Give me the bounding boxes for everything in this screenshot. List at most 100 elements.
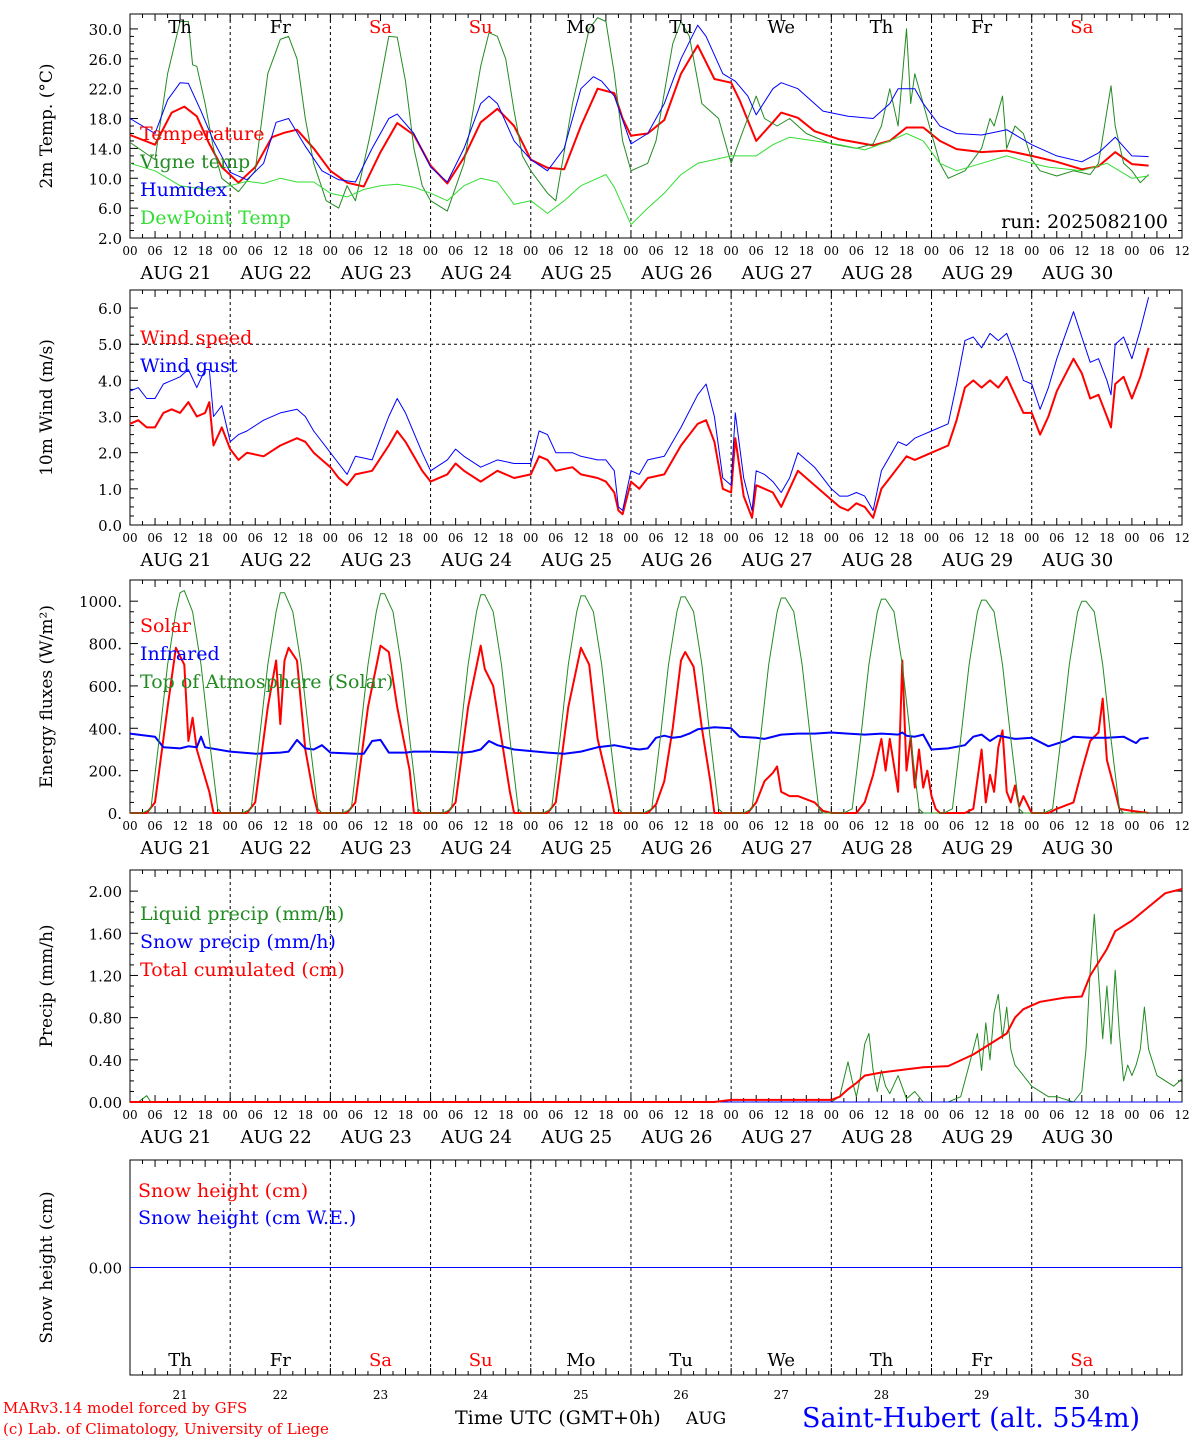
date-label: AUG 23 <box>340 838 412 859</box>
run-annotation: run: 2025082100 <box>1001 211 1168 233</box>
series-line-liquid-precip-mm-h- <box>130 913 1183 1103</box>
hour-tick-label: 06 <box>849 1108 864 1122</box>
y-tick-label: 0.0 <box>98 517 122 535</box>
hour-tick-label: 06 <box>548 531 563 545</box>
day-number-label: 25 <box>573 1388 588 1402</box>
hour-tick-label: 00 <box>122 531 137 545</box>
hour-tick-label: 06 <box>648 819 663 833</box>
hour-tick-label: 00 <box>122 819 137 833</box>
panel-4: 2.00 1.60 1.20 0.80 0.40 0.00 Precip (mm/h) Liq… <box>37 869 1190 1148</box>
date-label: AUG 25 <box>540 263 612 284</box>
hour-tick-label: 12 <box>373 1108 388 1122</box>
day-of-week-label: Su <box>469 17 493 38</box>
hour-tick-label: 12 <box>573 244 588 258</box>
day-of-week-label: Th <box>870 1350 894 1371</box>
hour-tick-label: 12 <box>172 244 187 258</box>
day-number-label: 22 <box>273 1388 288 1402</box>
hour-tick-label: 06 <box>1149 531 1164 545</box>
legend-entry: Wind speed <box>140 327 252 349</box>
date-label: AUG 29 <box>941 550 1013 571</box>
hour-tick-label: 12 <box>774 1108 789 1122</box>
series-line-total-cumulated-cm- <box>130 888 1183 1103</box>
y-axis-title: Snow height (cm) <box>37 1191 57 1343</box>
date-label: AUG 22 <box>240 1127 312 1148</box>
day-of-week-label: Tu <box>669 1350 693 1371</box>
hour-tick-label: 00 <box>523 531 538 545</box>
series-line-humidex <box>129 24 1149 183</box>
day-of-week-label: Tu <box>669 17 693 38</box>
day-number-label: 21 <box>172 1388 187 1402</box>
hour-tick-label: 18 <box>899 531 914 545</box>
day-number-label: 23 <box>373 1388 388 1402</box>
y-tick-label: 1.0 <box>98 481 122 499</box>
hour-tick-label: 12 <box>273 244 288 258</box>
hour-tick-label: 06 <box>448 819 463 833</box>
hour-tick-label: 18 <box>298 531 313 545</box>
hour-tick-label: 18 <box>598 1108 613 1122</box>
plot-frame <box>129 289 1183 526</box>
hour-tick-label: 00 <box>122 244 137 258</box>
hour-tick-label: 18 <box>498 244 513 258</box>
hour-tick-label: 18 <box>799 819 814 833</box>
y-axis-title: 10m Wind (m/s) <box>37 339 57 476</box>
hour-tick-label: 06 <box>849 244 864 258</box>
date-label: AUG 22 <box>240 550 312 571</box>
hour-tick-label: 12 <box>273 531 288 545</box>
hour-tick-label: 18 <box>498 1108 513 1122</box>
legend-entry: Snow height (cm W.E.) <box>138 1207 356 1229</box>
hour-tick-label: 12 <box>573 1108 588 1122</box>
hour-tick-label: 12 <box>974 1108 989 1122</box>
legend-entry: Snow precip (mm/h) <box>140 931 336 953</box>
series-line-top-of-atmosphere-solar- <box>130 590 1149 814</box>
hour-tick-label: 00 <box>824 244 839 258</box>
date-label: AUG 26 <box>640 550 712 571</box>
hour-tick-label: 00 <box>323 531 338 545</box>
hour-tick-label: 06 <box>248 1108 263 1122</box>
date-label: AUG 30 <box>1041 1127 1113 1148</box>
hour-tick-label: 06 <box>348 531 363 545</box>
hour-tick-label: 06 <box>648 531 663 545</box>
day-of-week-label: Th <box>870 17 894 38</box>
y-tick-label: 600. <box>89 678 122 696</box>
hour-tick-label: 00 <box>924 531 939 545</box>
date-label: AUG 25 <box>540 550 612 571</box>
hour-tick-label: 00 <box>1124 819 1139 833</box>
hour-tick-label: 18 <box>999 531 1014 545</box>
legend-entry: DewPoint Temp <box>140 207 291 229</box>
hour-tick-label: 06 <box>548 244 563 258</box>
hour-tick-label: 12 <box>874 531 889 545</box>
date-label: AUG 28 <box>841 263 913 284</box>
hour-tick-label: 18 <box>999 819 1014 833</box>
hour-tick-label: 18 <box>999 244 1014 258</box>
hour-tick-label: 12 <box>273 819 288 833</box>
hour-tick-label: 18 <box>1099 1108 1114 1122</box>
hour-tick-label: 00 <box>623 1108 638 1122</box>
x-axis-title: Time UTC (GMT+0h) <box>455 1407 661 1429</box>
hour-tick-label: 06 <box>648 1108 663 1122</box>
date-label: AUG 30 <box>1041 838 1113 859</box>
hour-tick-label: 12 <box>172 531 187 545</box>
hour-tick-label: 18 <box>1099 819 1114 833</box>
date-label: AUG 28 <box>841 550 913 571</box>
hour-tick-label: 00 <box>223 531 238 545</box>
hour-tick-label: 18 <box>498 531 513 545</box>
hour-tick-label: 06 <box>749 1108 764 1122</box>
y-tick-label: 2.0 <box>98 230 122 248</box>
legend-entry: Liquid precip (mm/h) <box>140 903 344 925</box>
date-label: AUG 29 <box>941 1127 1013 1148</box>
hour-tick-label: 12 <box>673 244 688 258</box>
hour-tick-label: 06 <box>348 1108 363 1122</box>
hour-tick-label: 18 <box>899 1108 914 1122</box>
hour-tick-label: 12 <box>774 244 789 258</box>
y-tick-label: 1000. <box>79 593 122 611</box>
hour-tick-label: 06 <box>949 531 964 545</box>
hour-tick-label: 18 <box>198 819 213 833</box>
hour-tick-label: 06 <box>1149 1108 1164 1122</box>
hour-tick-label: 18 <box>198 1108 213 1122</box>
hour-tick-label: 18 <box>698 1108 713 1122</box>
hour-tick-label: 06 <box>949 1108 964 1122</box>
hour-tick-label: 18 <box>1099 531 1114 545</box>
legend-entry: Vigne temp <box>139 151 250 173</box>
hour-tick-label: 18 <box>999 1108 1014 1122</box>
